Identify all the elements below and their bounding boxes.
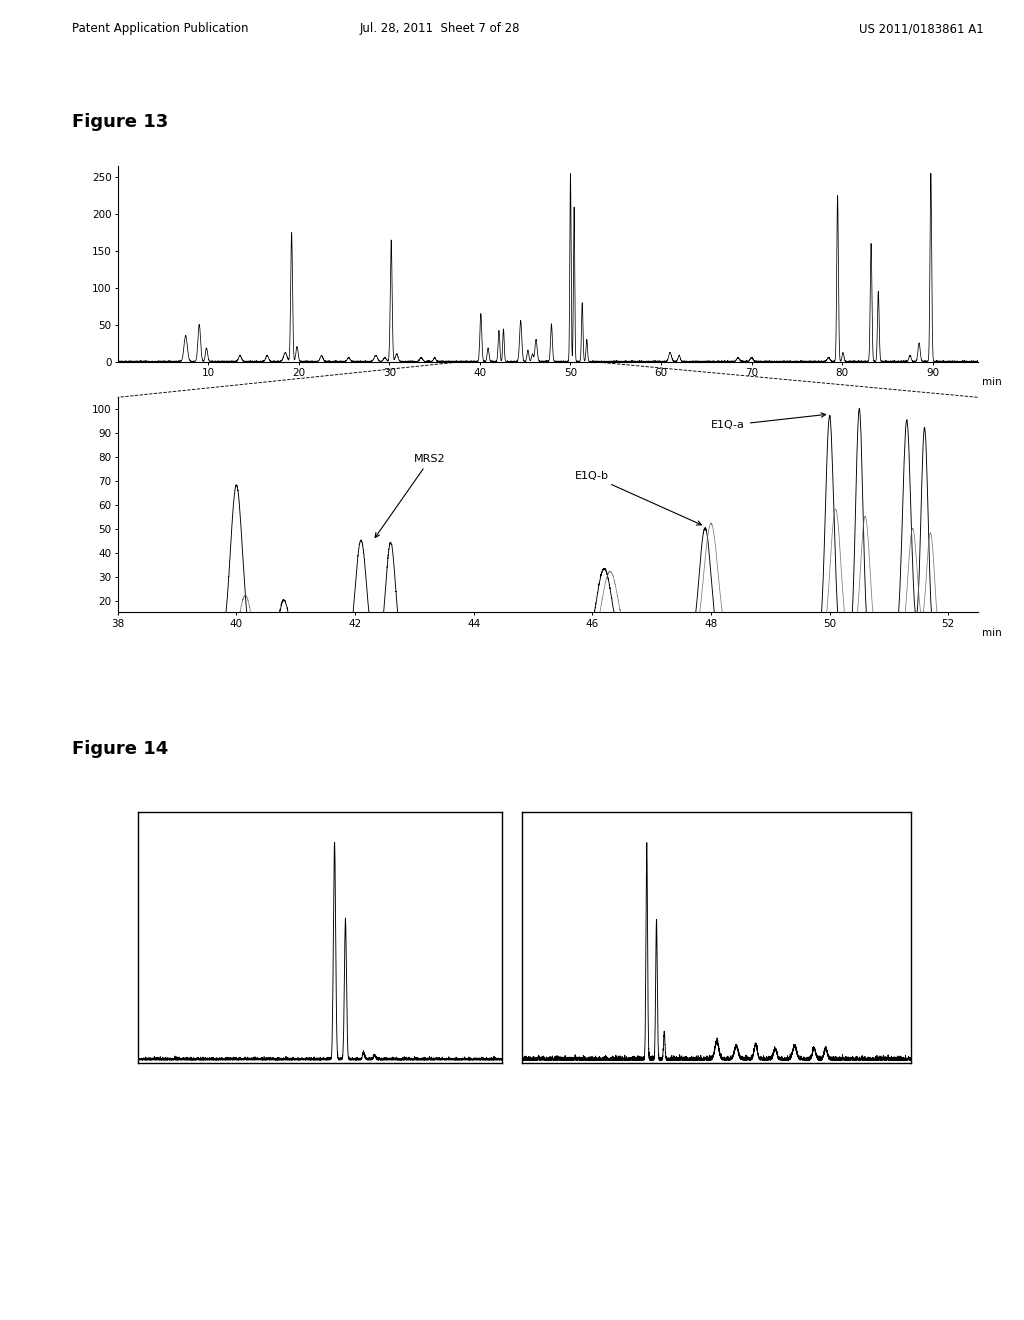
Text: E1Q-b: E1Q-b xyxy=(574,471,701,525)
Text: US 2011/0183861 A1: US 2011/0183861 A1 xyxy=(859,22,984,36)
Text: Figure 13: Figure 13 xyxy=(72,114,168,131)
Text: E1Q-a: E1Q-a xyxy=(711,413,825,430)
Text: min: min xyxy=(982,627,1001,638)
Text: MRS2: MRS2 xyxy=(375,454,446,537)
Text: Jul. 28, 2011  Sheet 7 of 28: Jul. 28, 2011 Sheet 7 of 28 xyxy=(360,22,520,36)
Text: min: min xyxy=(982,378,1001,387)
Text: Patent Application Publication: Patent Application Publication xyxy=(72,22,248,36)
Text: Figure 14: Figure 14 xyxy=(72,741,168,758)
